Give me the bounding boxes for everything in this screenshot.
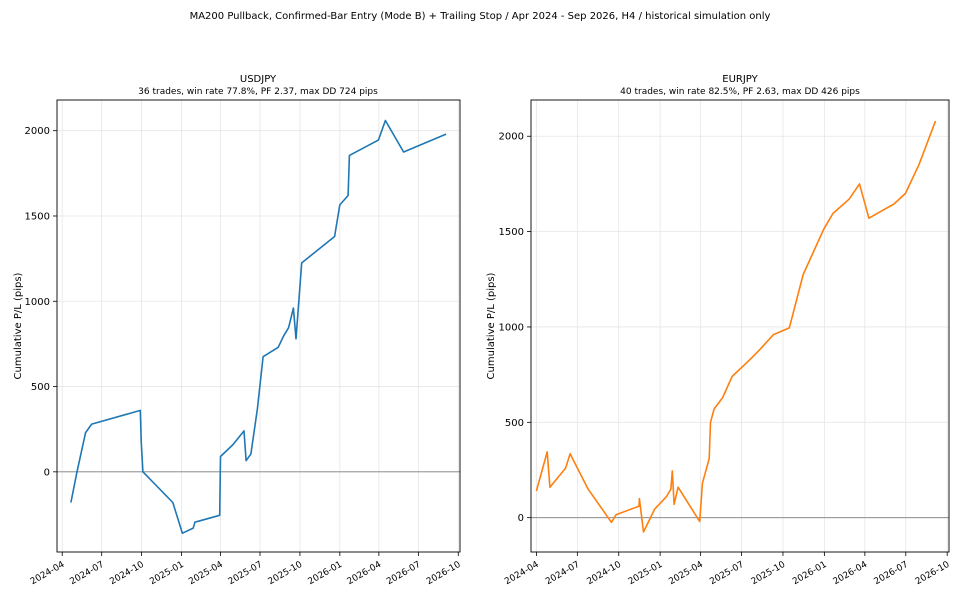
eurjpy-y-tick-label: 500 [505, 418, 524, 429]
usdjpy-y-tick-label: 2000 [25, 126, 50, 137]
eurjpy-title: EURJPY [722, 74, 758, 85]
usdjpy-y-tick-label: 0 [44, 467, 50, 478]
eurjpy-y-axis-label: Cumulative P/L (pips) [486, 272, 497, 379]
eurjpy-y-tick-label: 2000 [499, 132, 524, 143]
eurjpy-y-tick-label: 0 [518, 513, 524, 524]
usdjpy-y-axis-label: Cumulative P/L (pips) [13, 272, 24, 379]
usdjpy-y-tick-label: 1500 [25, 211, 50, 222]
usdjpy-equity-line [70, 119, 447, 535]
usdjpy-title: USDJPY [240, 74, 277, 85]
eurjpy-y-tick-label: 1000 [499, 322, 524, 333]
eurjpy-equity-line [535, 120, 937, 533]
usdjpy-subtitle: 36 trades, win rate 77.8%, PF 2.37, max … [138, 87, 378, 97]
usdjpy-axes-frame [56, 99, 461, 553]
eurjpy-axes-frame [530, 99, 950, 553]
eurjpy-subtitle: 40 trades, win rate 82.5%, PF 2.63, max … [620, 87, 860, 97]
usdjpy-y-tick-label: 1000 [25, 297, 50, 308]
figure-suptitle: MA200 Pullback, Confirmed-Bar Entry (Mod… [190, 11, 771, 22]
usdjpy-y-tick-label: 500 [31, 382, 50, 393]
eurjpy-y-tick-label: 1500 [499, 227, 524, 238]
